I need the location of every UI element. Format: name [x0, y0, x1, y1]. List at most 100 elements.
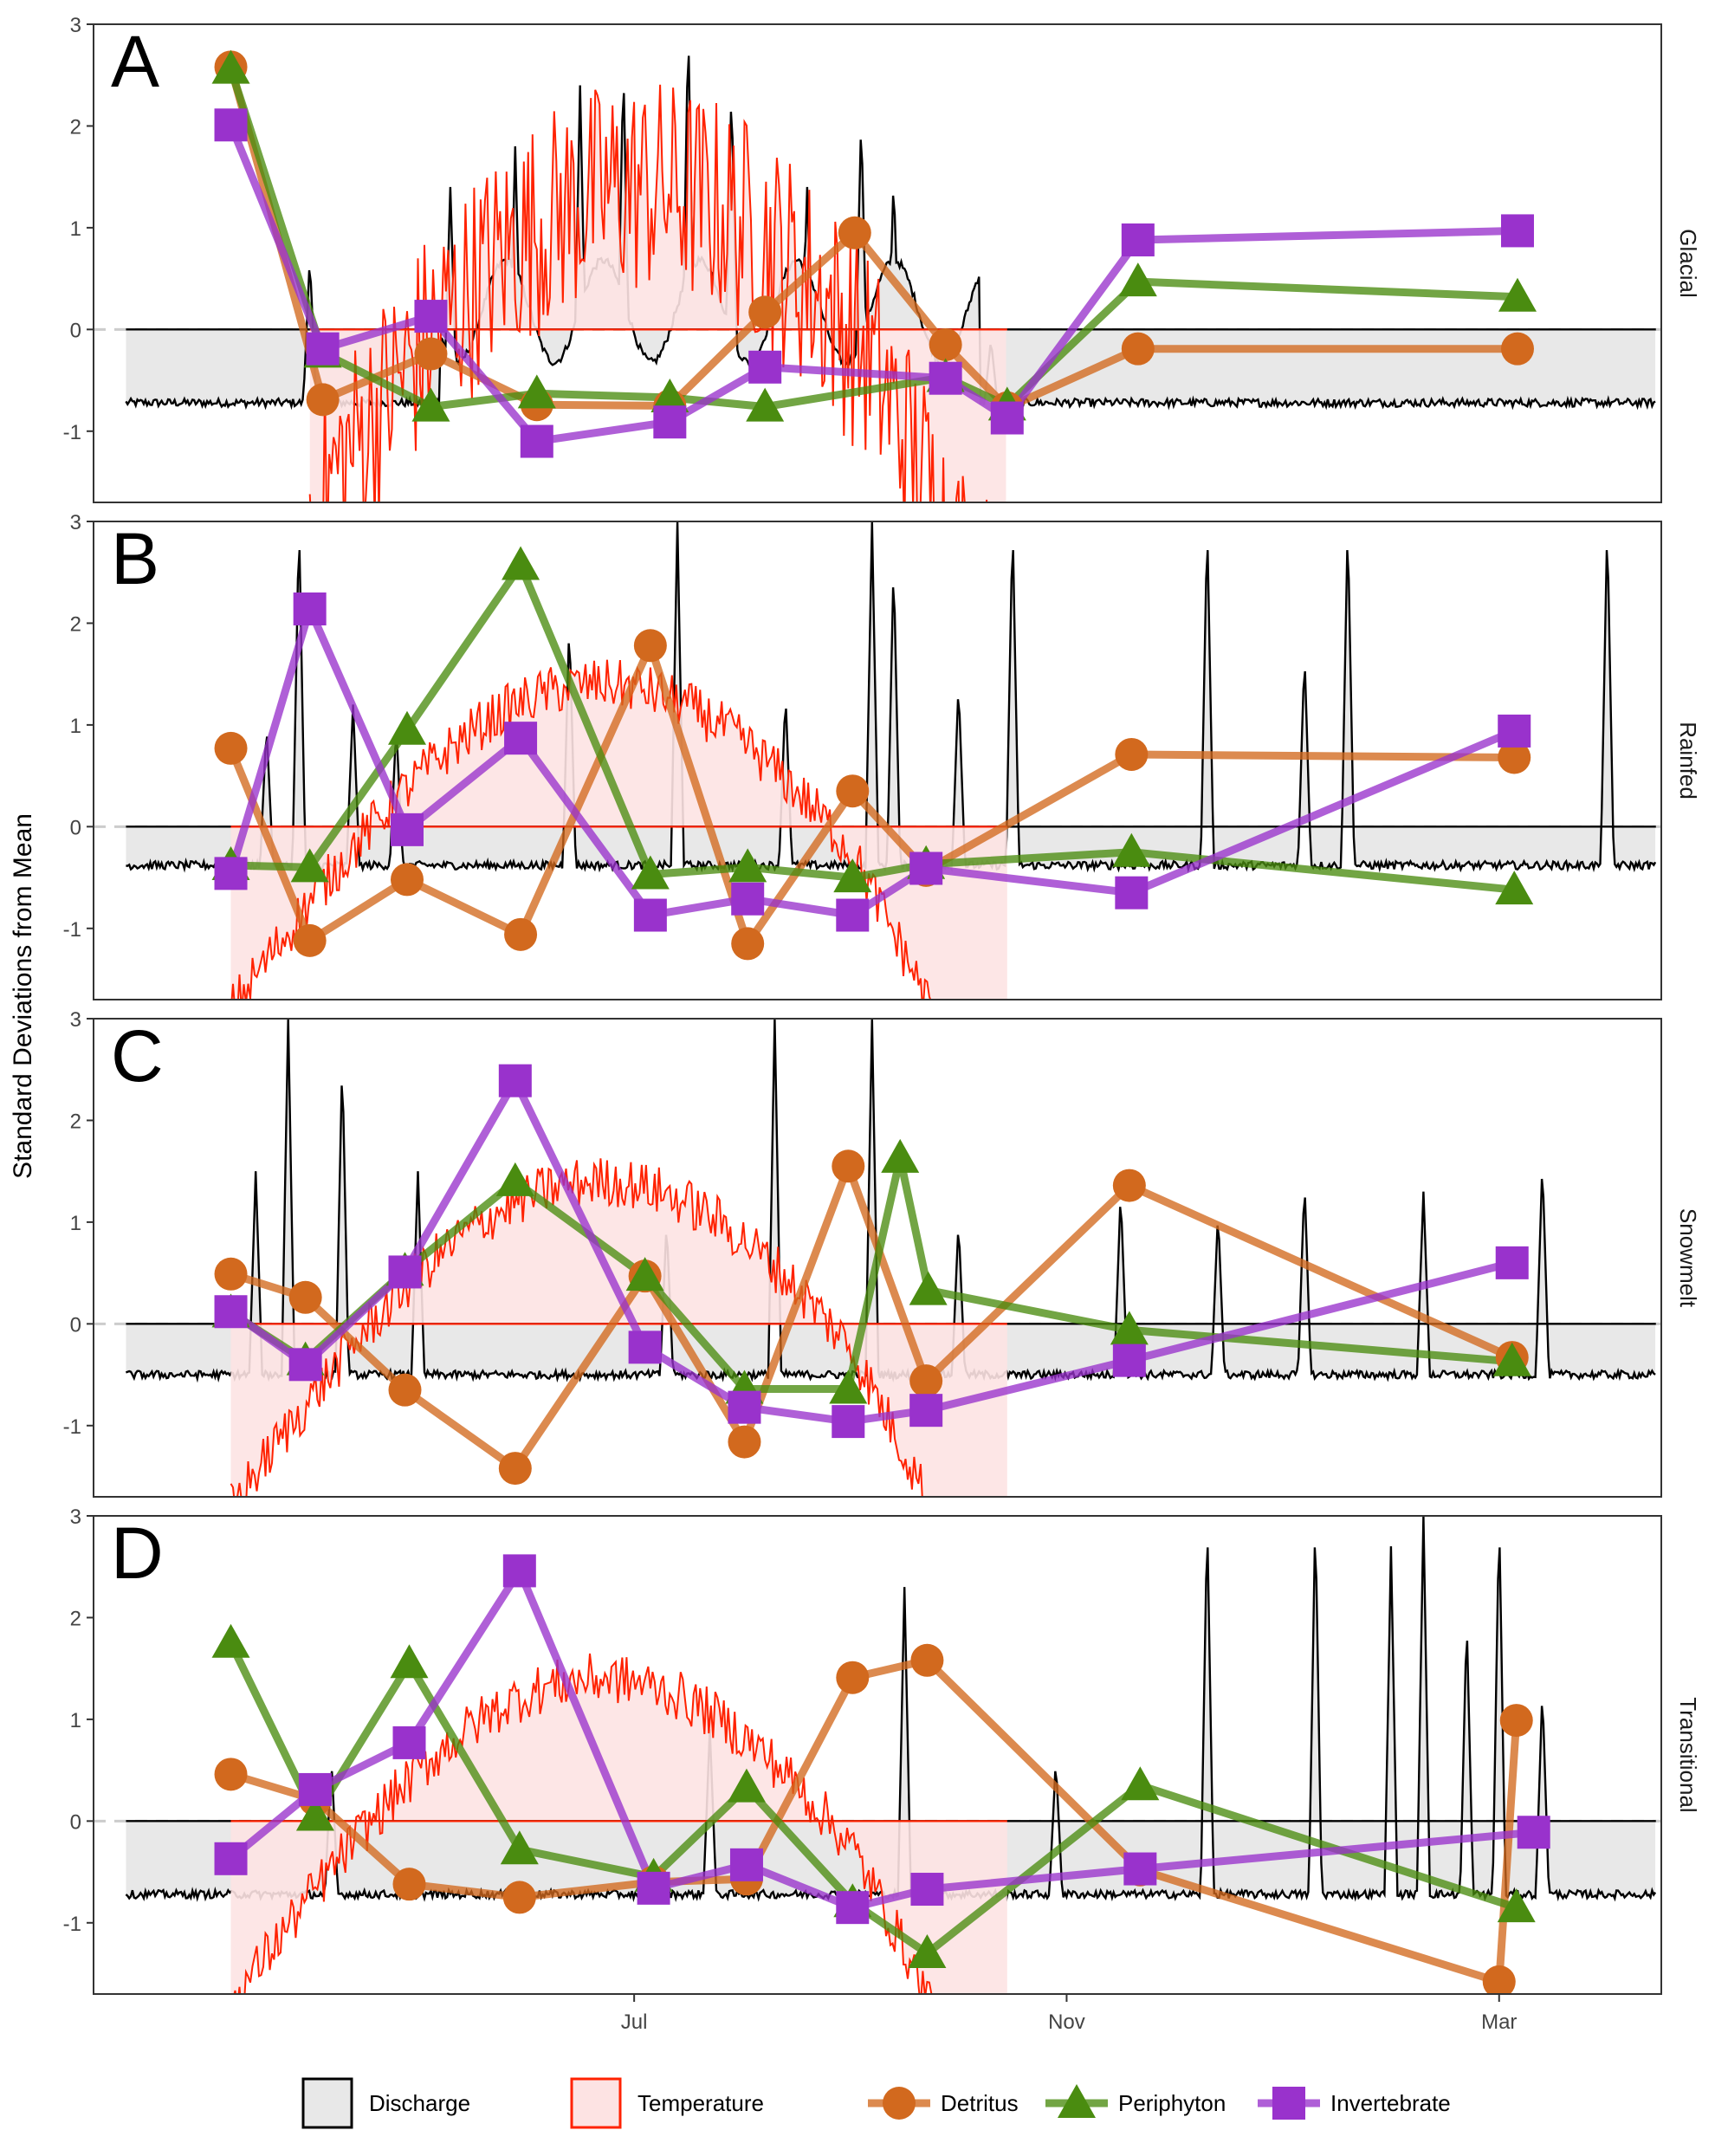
detritus-point: [838, 216, 871, 249]
periphyton-point: [290, 848, 329, 883]
periphyton-point: [909, 1271, 948, 1305]
invertebrate-point: [748, 350, 782, 384]
detritus-point: [728, 1425, 761, 1459]
legend-label: Invertebrate: [1330, 2090, 1451, 2116]
periphyton-point: [1118, 262, 1157, 297]
detritus-point: [748, 295, 782, 329]
detritus-point: [1121, 332, 1155, 366]
square-icon: [1272, 2087, 1305, 2120]
y-tick-label: -1: [63, 1415, 81, 1439]
temperature-area: [230, 659, 1007, 1000]
invertebrate-point: [1500, 214, 1534, 248]
invertebrate-point: [1498, 714, 1531, 748]
invertebrate-point: [498, 1064, 532, 1097]
invertebrate-line: [228, 1566, 1535, 1912]
y-tick-label: 3: [70, 14, 81, 37]
x-tick-label: Jul: [621, 2010, 648, 2034]
invertebrate-point: [910, 1873, 944, 1907]
periphyton-point: [1497, 1888, 1536, 1923]
circle-icon: [883, 2087, 916, 2120]
panel-glacial: 3 2 1 0 -1 A Glacial: [63, 14, 1701, 503]
periphyton-point: [1495, 871, 1534, 905]
y-tick-label: 3: [70, 1008, 81, 1032]
periphyton-point: [495, 1162, 534, 1196]
panel-border: [93, 1018, 1662, 1498]
invertebrate-point: [298, 1772, 332, 1806]
temperature-area: [309, 84, 1006, 502]
legend-label: Discharge: [369, 2090, 470, 2116]
detritus-point: [929, 327, 962, 361]
y-tick-label: 0: [70, 816, 81, 839]
invertebrate-point: [392, 1725, 426, 1759]
invertebrate-point: [633, 898, 667, 932]
invertebrate-point: [214, 108, 248, 142]
y-tick-label: 1: [70, 715, 81, 738]
invertebrate-point: [388, 1255, 422, 1289]
periphyton-point: [411, 387, 450, 422]
invertebrate-point: [502, 1554, 536, 1588]
detritus-point: [391, 863, 424, 897]
periphyton-point: [833, 858, 872, 893]
invertebrate-line: [227, 605, 1516, 919]
periphyton-point: [1121, 1766, 1160, 1801]
y-tick-label: 2: [70, 612, 81, 636]
detritus-point: [502, 1881, 536, 1914]
invertebrate-point: [729, 1848, 763, 1881]
y-tick-label: 3: [70, 511, 81, 534]
y-tick-label: -1: [63, 421, 81, 444]
detritus-point: [1498, 741, 1531, 774]
strip-label: Snowmelt: [1675, 1208, 1701, 1308]
periphyton-point: [728, 848, 767, 883]
panel-letter: D: [111, 1512, 164, 1594]
x-tick-label: Mar: [1481, 2010, 1517, 2034]
periphyton-point: [1110, 1311, 1149, 1345]
strip-label: Rainfed: [1675, 722, 1701, 800]
temperature-line: [230, 659, 938, 1000]
detritus-point: [392, 1868, 426, 1901]
detritus-point: [1112, 1169, 1146, 1202]
invertebrate-point: [653, 405, 687, 439]
detritus-point: [214, 1758, 248, 1791]
invertebrate-point: [1112, 1343, 1146, 1377]
strip-label: Glacial: [1675, 229, 1701, 297]
detritus-point: [1500, 332, 1534, 366]
y-tick-label: 2: [70, 1110, 81, 1133]
legend-label: Detritus: [941, 2090, 1019, 2116]
panel-transitional: 3 2 1 0 -1 D Transitional: [63, 1505, 1701, 1995]
detritus-point: [214, 1257, 248, 1291]
invertebrate-point: [728, 1390, 761, 1424]
detritus-point: [1482, 1965, 1516, 1994]
strip-label: Transitional: [1675, 1697, 1701, 1812]
periphyton-point: [746, 387, 785, 422]
invertebrate-point: [520, 424, 553, 458]
y-tick-label: 0: [70, 1313, 81, 1337]
invertebrate-point: [1115, 876, 1149, 910]
y-tick-label: 1: [70, 1212, 81, 1235]
y-tick-label: 0: [70, 1810, 81, 1834]
detritus-point: [633, 629, 667, 663]
invertebrate-point: [909, 1394, 943, 1428]
detritus-point: [836, 774, 870, 808]
periphyton-point: [295, 1797, 334, 1831]
temperature-line: [233, 1653, 933, 1994]
periphyton-point: [727, 1768, 766, 1803]
y-tick-label: 2: [70, 1607, 81, 1630]
invertebrate-point: [1123, 1852, 1157, 1886]
y-tick-label: -1: [63, 918, 81, 942]
detritus-point: [731, 927, 765, 961]
temperature-key: [570, 2077, 622, 2129]
panel-snowmelt: 3 2 1 0 -1 C Snowmelt: [63, 1008, 1701, 1498]
y-axis-title: Standard Deviations from Mean: [9, 813, 37, 1179]
periphyton-point: [211, 1623, 250, 1658]
legend-label: Temperature: [637, 2090, 764, 2116]
y-tick-label: -1: [63, 1913, 81, 1936]
legend-item-periphyton: Periphyton: [1045, 2084, 1226, 2118]
periphyton-point: [388, 710, 426, 745]
legend: Discharge Temperature Detritus Periphyton In…: [301, 2077, 1451, 2129]
panel-rainfed: 3 2 1 0 -1 B Rainfed: [63, 511, 1701, 1000]
invertebrate-point: [832, 1405, 865, 1439]
invertebrate-point: [414, 300, 448, 333]
detritus-point: [836, 1661, 870, 1694]
invertebrate-point: [214, 1295, 248, 1329]
invertebrate-point: [504, 722, 538, 755]
